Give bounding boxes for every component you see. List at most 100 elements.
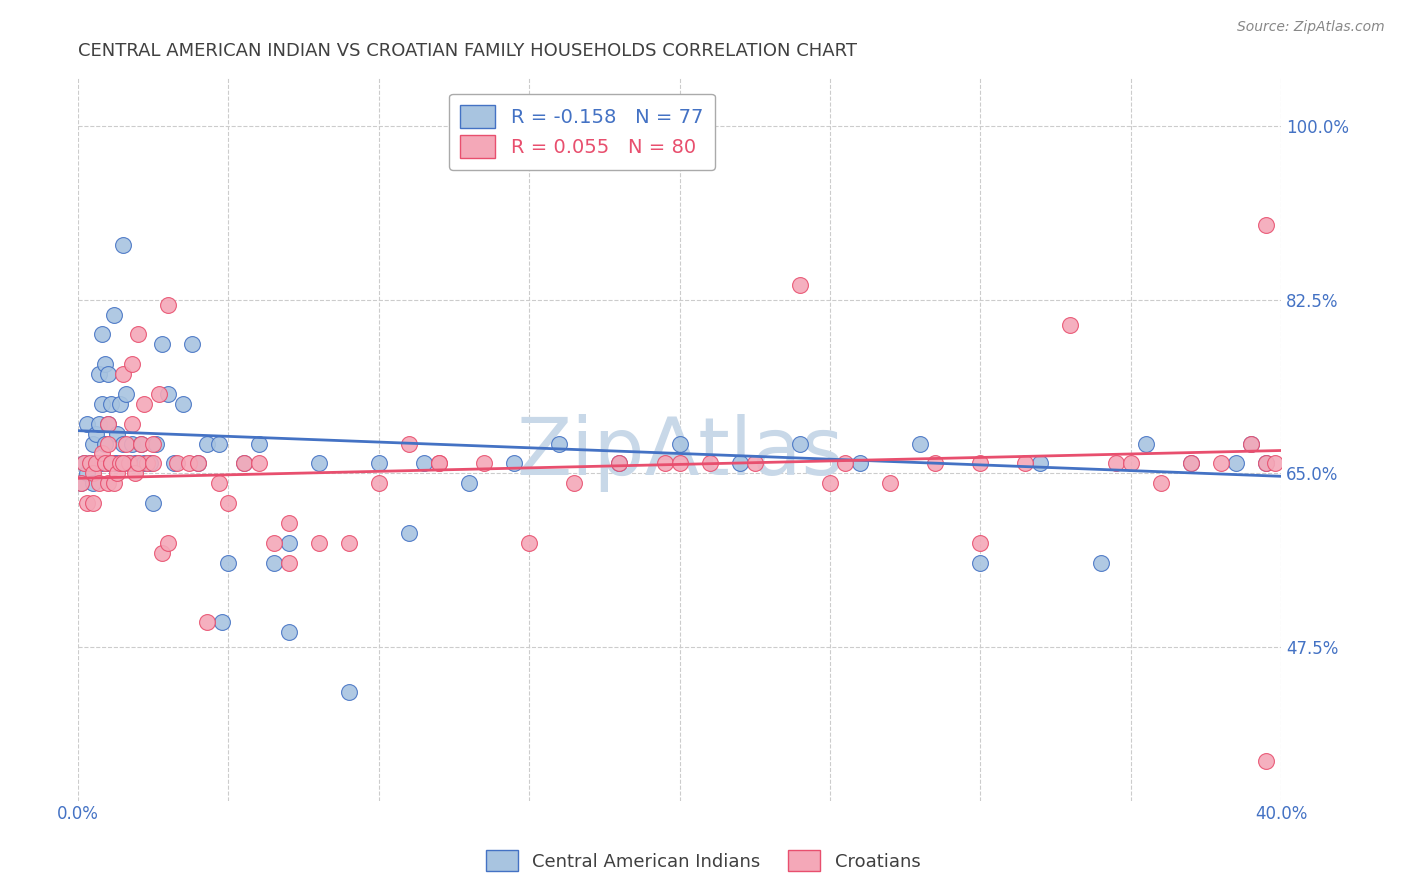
- Point: [157, 535, 180, 549]
- Point: [208, 476, 231, 491]
- Point: [263, 556, 285, 570]
- Point: [97, 417, 120, 431]
- Point: [263, 535, 285, 549]
- Point: [609, 457, 631, 471]
- Point: [1090, 556, 1112, 570]
- Point: [277, 535, 299, 549]
- Point: [232, 457, 254, 471]
- Point: [197, 436, 219, 450]
- Point: [517, 535, 540, 549]
- Point: [157, 387, 180, 401]
- Point: [94, 357, 117, 371]
- Point: [150, 546, 173, 560]
- Point: [472, 457, 495, 471]
- Point: [97, 457, 120, 471]
- Point: [97, 367, 120, 381]
- Point: [398, 525, 420, 540]
- Point: [172, 397, 194, 411]
- Point: [97, 476, 120, 491]
- Point: [668, 436, 690, 450]
- Point: [84, 426, 107, 441]
- Point: [121, 357, 143, 371]
- Point: [1225, 457, 1247, 471]
- Point: [70, 476, 93, 491]
- Point: [142, 457, 165, 471]
- Point: [163, 457, 186, 471]
- Point: [744, 457, 766, 471]
- Point: [1150, 476, 1173, 491]
- Point: [79, 457, 101, 471]
- Point: [124, 467, 146, 481]
- Point: [110, 457, 132, 471]
- Point: [789, 277, 811, 292]
- Point: [1014, 457, 1036, 471]
- Point: [789, 436, 811, 450]
- Point: [924, 457, 946, 471]
- Point: [89, 367, 111, 381]
- Point: [124, 457, 146, 471]
- Text: ZipAtlas: ZipAtlas: [516, 414, 844, 492]
- Point: [562, 476, 585, 491]
- Point: [84, 457, 107, 471]
- Point: [105, 457, 128, 471]
- Point: [94, 436, 117, 450]
- Point: [247, 436, 270, 450]
- Point: [103, 308, 125, 322]
- Point: [367, 476, 389, 491]
- Point: [247, 457, 270, 471]
- Point: [1240, 436, 1263, 450]
- Point: [458, 476, 481, 491]
- Point: [112, 457, 135, 471]
- Point: [232, 457, 254, 471]
- Text: CENTRAL AMERICAN INDIAN VS CROATIAN FAMILY HOUSEHOLDS CORRELATION CHART: CENTRAL AMERICAN INDIAN VS CROATIAN FAMI…: [79, 42, 858, 60]
- Point: [337, 535, 360, 549]
- Point: [699, 457, 721, 471]
- Point: [879, 476, 901, 491]
- Point: [609, 457, 631, 471]
- Legend: Central American Indians, Croatians: Central American Indians, Croatians: [478, 843, 928, 879]
- Point: [76, 417, 98, 431]
- Point: [115, 387, 138, 401]
- Point: [100, 457, 122, 471]
- Point: [1254, 754, 1277, 768]
- Point: [208, 436, 231, 450]
- Point: [148, 387, 170, 401]
- Point: [97, 436, 120, 450]
- Point: [398, 436, 420, 450]
- Point: [166, 457, 188, 471]
- Point: [1180, 457, 1202, 471]
- Point: [105, 426, 128, 441]
- Point: [277, 556, 299, 570]
- Point: [121, 436, 143, 450]
- Point: [217, 496, 239, 510]
- Point: [668, 457, 690, 471]
- Point: [969, 535, 991, 549]
- Point: [1180, 457, 1202, 471]
- Point: [84, 457, 107, 471]
- Point: [818, 476, 841, 491]
- Point: [127, 457, 149, 471]
- Point: [179, 457, 201, 471]
- Point: [427, 457, 450, 471]
- Point: [82, 467, 104, 481]
- Point: [103, 476, 125, 491]
- Point: [1254, 457, 1277, 471]
- Point: [127, 327, 149, 342]
- Point: [79, 457, 101, 471]
- Point: [908, 436, 931, 450]
- Point: [197, 615, 219, 629]
- Point: [1104, 457, 1126, 471]
- Point: [181, 337, 204, 351]
- Point: [136, 457, 159, 471]
- Point: [89, 476, 111, 491]
- Point: [73, 457, 96, 471]
- Point: [97, 417, 120, 431]
- Legend: R = -0.158   N = 77, R = 0.055   N = 80: R = -0.158 N = 77, R = 0.055 N = 80: [449, 94, 716, 169]
- Point: [728, 457, 751, 471]
- Text: Source: ZipAtlas.com: Source: ZipAtlas.com: [1237, 20, 1385, 34]
- Point: [142, 436, 165, 450]
- Point: [1240, 436, 1263, 450]
- Point: [187, 457, 209, 471]
- Point: [73, 457, 96, 471]
- Point: [112, 436, 135, 450]
